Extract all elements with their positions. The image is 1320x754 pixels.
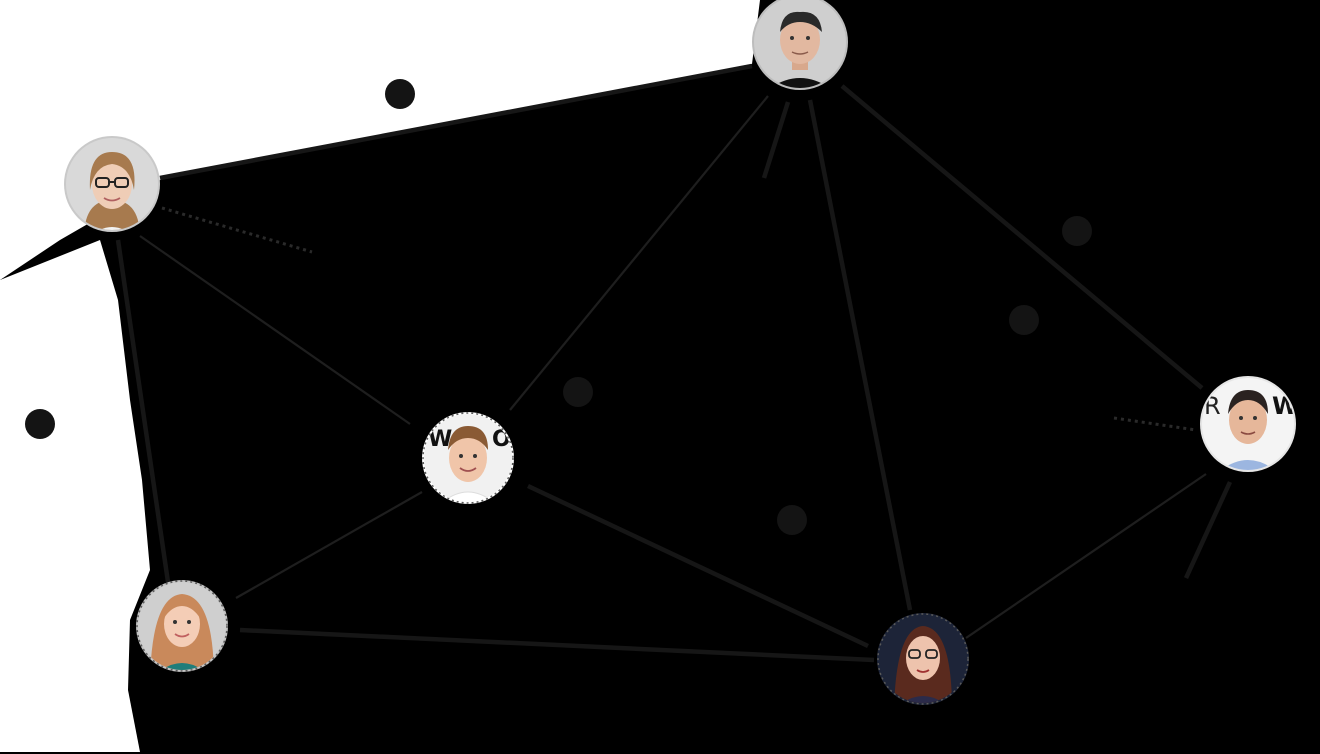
avatar-bottom-right-woman[interactable] [875, 611, 975, 712]
edge-center-bottomleft [235, 491, 423, 599]
edge-marker [25, 409, 55, 439]
edge-right-stub [1183, 481, 1233, 579]
edge-layer [115, 63, 1233, 663]
background-shapes [0, 0, 760, 752]
edge-right-dashed-stub [1113, 416, 1197, 432]
edge-markers [25, 79, 1092, 535]
avatar-bottom-left-woman[interactable] [134, 578, 234, 680]
edge-marker [385, 79, 415, 109]
edge-center-top [509, 95, 769, 411]
edge-left-center [139, 235, 411, 425]
edge-top-right [840, 84, 1204, 390]
avatar-right-man[interactable]: R W [1200, 376, 1300, 476]
white-region-bottom-left [0, 690, 140, 752]
avatar-left-woman-glasses[interactable] [62, 134, 162, 240]
edge-center-bottomright [527, 483, 869, 649]
avatar-top-man[interactable] [750, 0, 850, 96]
edge-top-bottomright [807, 99, 913, 611]
edge-left-top [159, 63, 753, 181]
edge-left-bottomleft [115, 239, 171, 583]
edge-marker [777, 505, 807, 535]
edge-marker [1009, 305, 1039, 335]
edge-top-stub [761, 101, 791, 179]
svg-text:O: O [492, 427, 511, 452]
avatar-center-man[interactable]: W O [420, 410, 520, 510]
edge-marker [563, 377, 593, 407]
edge-marker [1062, 216, 1092, 246]
white-region-left [0, 240, 150, 690]
white-region-top-left [0, 0, 760, 280]
edge-left-dashed-stub [161, 206, 313, 254]
edge-bottomleft-bottomright [239, 627, 875, 663]
svg-text:R: R [1204, 392, 1221, 420]
edge-bottomright-right [965, 473, 1207, 639]
